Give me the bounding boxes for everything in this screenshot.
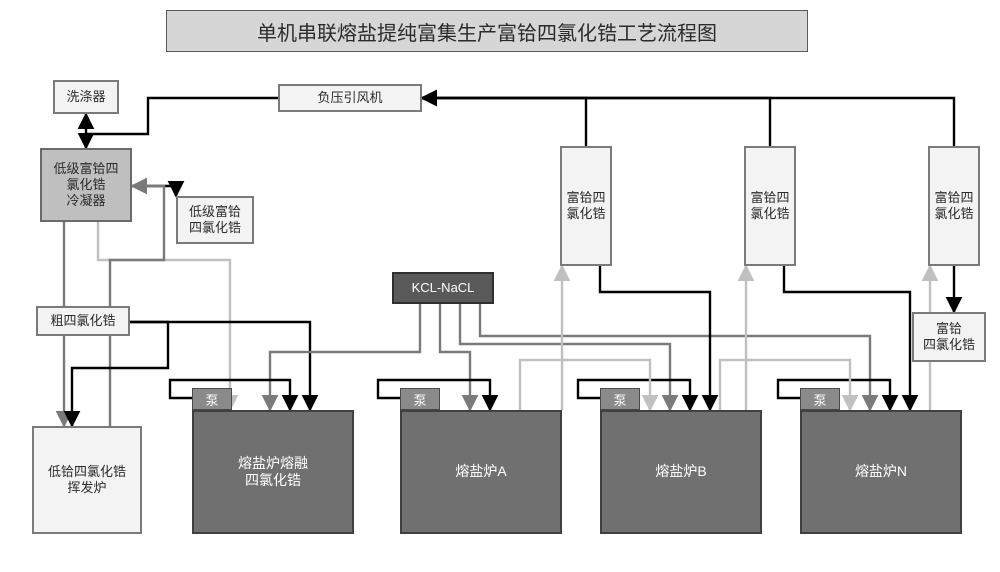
node-pump1: 泵	[192, 388, 232, 410]
node-melt_furnace-label: 熔盐炉熔融 四氯化锆	[238, 455, 308, 490]
arrow-20	[422, 98, 586, 146]
node-fan: 负压引风机	[278, 84, 422, 112]
arrow-6	[72, 322, 168, 426]
node-richN-label: 富铪四 氯化锆	[934, 190, 973, 223]
node-low_product: 低级富铪 四氯化锆	[176, 196, 254, 244]
node-kcl: KCL-NaCL	[392, 272, 494, 304]
node-condenser-label: 低级富铪四 氯化锆 冷凝器	[53, 161, 118, 210]
node-crude: 粗四氯化锆	[36, 306, 130, 336]
node-volatilizer: 低铪四氯化锆 挥发炉	[32, 426, 142, 534]
node-pump3: 泵	[600, 388, 640, 410]
node-furnaceB: 熔盐炉B	[600, 410, 762, 534]
node-kcl-label: KCL-NaCL	[412, 280, 475, 296]
arrow-21	[422, 98, 770, 146]
arrow-8	[440, 304, 470, 410]
arrow-22	[422, 98, 954, 146]
arrow-7	[270, 304, 420, 410]
node-scrubber: 洗涤器	[53, 80, 119, 114]
node-richN: 富铪四 氯化锆	[928, 146, 980, 266]
node-pump3-label: 泵	[613, 390, 626, 409]
node-richA-label: 富铪四 氯化锆	[566, 190, 605, 223]
node-low_product-label: 低级富铪 四氯化锆	[189, 204, 241, 237]
node-final-label: 富铪 四氯化锆	[923, 321, 975, 354]
node-fan-label: 负压引风机	[317, 90, 382, 106]
arrow-1	[132, 186, 176, 196]
node-richB-label: 富铪四 氯化锆	[750, 190, 789, 223]
node-volatilizer-label: 低铪四氯化锆 挥发炉	[48, 464, 126, 497]
node-final: 富铪 四氯化锆	[912, 312, 986, 362]
node-richB: 富铪四 氯化锆	[744, 146, 796, 266]
node-crude-label: 粗四氯化锆	[50, 313, 115, 329]
node-pump2-label: 泵	[413, 390, 426, 409]
diagram-title-text: 单机串联熔盐提纯富集生产富铪四氯化锆工艺流程图	[257, 17, 717, 46]
node-furnaceA: 熔盐炉A	[400, 410, 562, 534]
node-pump2: 泵	[400, 388, 440, 410]
node-furnaceN-label: 熔盐炉N	[855, 463, 907, 481]
node-richA: 富铪四 氯化锆	[560, 146, 612, 266]
node-pump4: 泵	[800, 388, 840, 410]
diagram-title: 单机串联熔盐提纯富集生产富铪四氯化锆工艺流程图	[166, 10, 808, 52]
node-pump1-label: 泵	[205, 390, 218, 409]
node-scrubber-label: 洗涤器	[66, 89, 105, 105]
node-furnaceN: 熔盐炉N	[800, 410, 962, 534]
node-condenser: 低级富铪四 氯化锆 冷凝器	[40, 148, 132, 222]
node-melt_furnace: 熔盐炉熔融 四氯化锆	[192, 410, 354, 534]
node-pump4-label: 泵	[813, 390, 826, 409]
node-furnaceA-label: 熔盐炉A	[455, 463, 506, 481]
node-furnaceB-label: 熔盐炉B	[655, 463, 706, 481]
